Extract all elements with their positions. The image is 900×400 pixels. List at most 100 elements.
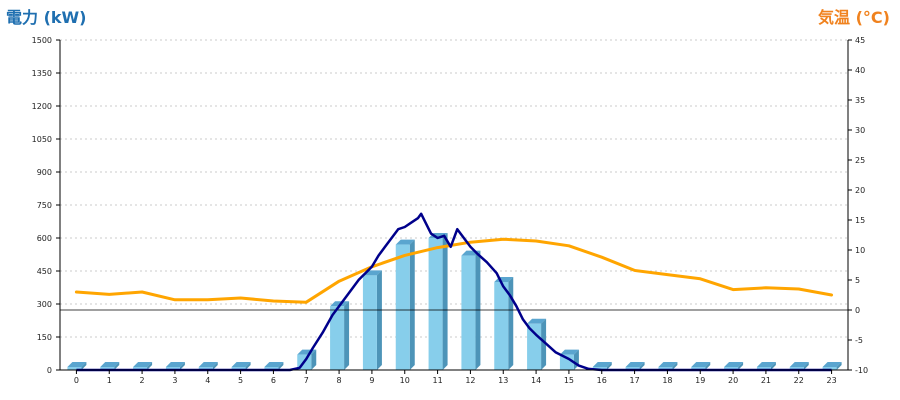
bar-side-face	[738, 362, 744, 370]
bar-front-face	[658, 367, 673, 370]
bar-side-face	[311, 349, 317, 370]
bar	[231, 362, 251, 370]
bar-side-face	[508, 277, 514, 370]
x-tick-label: 9	[369, 376, 374, 385]
bar-side-face	[278, 362, 284, 370]
bar-side-face	[606, 362, 612, 370]
left-tick-label: 150	[37, 333, 52, 342]
bar	[428, 233, 448, 370]
bar-top-face	[658, 362, 678, 367]
bar-front-face	[527, 323, 542, 370]
bar-side-face	[639, 362, 645, 370]
left-tick-label: 1200	[32, 102, 52, 111]
right-tick-label: 0	[855, 306, 860, 315]
bar-side-face	[770, 362, 776, 370]
bar-front-face	[625, 367, 640, 370]
bar	[494, 277, 514, 370]
x-tick-label: 23	[826, 376, 836, 385]
bar	[822, 362, 842, 370]
bar-top-face	[133, 362, 153, 367]
bar-top-face	[756, 362, 776, 367]
bar	[198, 362, 218, 370]
bar	[264, 362, 284, 370]
left-tick-label: 750	[37, 201, 52, 210]
left-tick-label: 600	[37, 234, 52, 243]
left-tick-label: 900	[37, 168, 52, 177]
bar-top-face	[527, 318, 547, 324]
bar-side-face	[245, 362, 251, 370]
x-tick-label: 2	[140, 376, 145, 385]
bar-front-face	[592, 367, 607, 370]
right-tick-label: 45	[855, 36, 865, 45]
bar-side-face	[147, 362, 153, 370]
bar-side-face	[179, 362, 185, 370]
bar	[100, 362, 120, 370]
bar-front-face	[461, 255, 476, 370]
right-tick-label: 25	[855, 156, 865, 165]
left-tick-label: 1500	[32, 36, 52, 45]
right-tick-label: 40	[855, 66, 865, 75]
bar-front-face	[428, 238, 443, 370]
bar-top-face	[592, 362, 612, 367]
bar-top-face	[198, 362, 218, 367]
bar	[724, 362, 744, 370]
bar-top-face	[67, 362, 87, 367]
x-tick-label: 21	[761, 376, 771, 385]
left-axis-title: 電力 (kW)	[6, 8, 87, 27]
bar-top-face	[625, 362, 645, 367]
x-tick-label: 3	[172, 376, 177, 385]
bar-front-face	[330, 306, 345, 370]
bar-front-face	[198, 367, 213, 370]
bar-top-face	[165, 362, 185, 367]
bar-side-face	[672, 362, 678, 370]
bar-side-face	[409, 239, 415, 370]
x-tick-label: 16	[597, 376, 607, 385]
bar-front-face	[264, 367, 279, 370]
right-tick-label: 15	[855, 216, 865, 225]
bar-front-face	[559, 354, 574, 370]
bar-front-face	[494, 282, 509, 370]
bar-side-face	[114, 362, 120, 370]
bar-front-face	[724, 367, 739, 370]
x-tick-label: 18	[662, 376, 672, 385]
bar-top-face	[231, 362, 251, 367]
bar-front-face	[756, 367, 771, 370]
axis-layer	[56, 39, 852, 374]
right-tick-label: 35	[855, 96, 865, 105]
bar	[592, 362, 612, 370]
left-tick-label: 1350	[32, 69, 52, 78]
bar	[756, 362, 776, 370]
bar-top-face	[559, 349, 579, 355]
x-tick-label: 13	[498, 376, 508, 385]
bar-front-face	[789, 367, 804, 370]
bar-side-face	[442, 233, 448, 370]
bar-front-face	[395, 244, 410, 370]
bar	[625, 362, 645, 370]
bar	[165, 362, 185, 370]
bar	[395, 239, 415, 370]
bar-front-face	[133, 367, 148, 370]
bar-top-face	[822, 362, 842, 367]
right-tick-label: -5	[855, 336, 863, 345]
x-tick-label: 1	[107, 376, 112, 385]
x-tick-label: 22	[794, 376, 804, 385]
bar-front-face	[231, 367, 246, 370]
bar-side-face	[836, 362, 842, 370]
left-tick-label: 450	[37, 267, 52, 276]
bar-side-face	[212, 362, 218, 370]
right-tick-label: 5	[855, 276, 860, 285]
x-tick-label: 5	[238, 376, 243, 385]
bar-top-face	[724, 362, 744, 367]
x-tick-label: 11	[432, 376, 442, 385]
bar-side-face	[803, 362, 809, 370]
bar-front-face	[165, 367, 180, 370]
right-tick-label: 10	[855, 246, 865, 255]
bar	[658, 362, 678, 370]
x-tick-label: 6	[271, 376, 276, 385]
right-tick-label: 20	[855, 186, 865, 195]
x-tick-label: 7	[304, 376, 309, 385]
x-tick-label: 4	[205, 376, 210, 385]
bar	[527, 318, 547, 370]
tick-label-layer: 01503004506007509001050120013501500-10-5…	[32, 36, 868, 385]
